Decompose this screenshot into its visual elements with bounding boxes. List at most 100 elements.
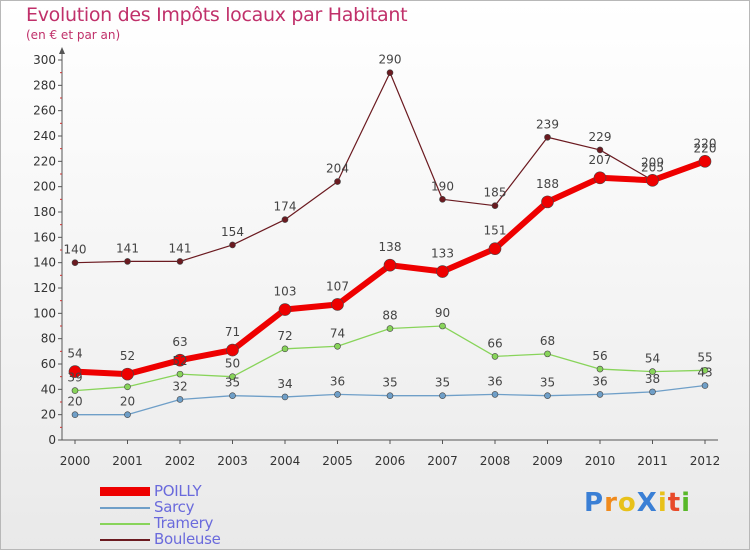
data-point-tramery — [439, 322, 446, 330]
data-label-sarcy: 20 — [67, 395, 82, 409]
y-axis-arrow — [59, 47, 65, 54]
y-tick-label: 80 — [41, 332, 56, 346]
data-point-sarcy — [544, 392, 551, 399]
y-tick-label: 180 — [33, 205, 56, 219]
data-label-tramery: 39 — [67, 371, 82, 385]
x-tick-label: 2000 — [60, 454, 91, 468]
data-label-poilly: 138 — [379, 240, 402, 254]
data-point-bouleuse — [176, 258, 184, 265]
y-tick-label: 200 — [33, 180, 56, 194]
data-label-poilly: 151 — [484, 224, 507, 238]
data-label-tramery: 72 — [277, 329, 292, 343]
proxiti-logo: ProXiti — [584, 488, 691, 518]
x-tick-label: 2010 — [585, 454, 616, 468]
data-point-tramery — [596, 365, 604, 373]
data-label-bouleuse: 140 — [64, 243, 87, 257]
y-tick-label: 100 — [33, 306, 56, 320]
data-label-poilly: 52 — [120, 349, 135, 363]
data-point-tramery — [544, 350, 551, 358]
data-label-sarcy: 36 — [592, 374, 607, 388]
x-tick-label: 2004 — [270, 454, 301, 468]
data-label-sarcy: 20 — [120, 395, 135, 409]
data-point-bouleuse — [439, 196, 446, 203]
data-point-bouleuse — [71, 259, 79, 266]
logo-letter: o — [617, 488, 637, 518]
data-point-sarcy — [491, 391, 499, 398]
data-point-sarcy — [649, 388, 656, 396]
data-point-bouleuse — [491, 202, 499, 209]
data-point-tramery — [334, 342, 341, 350]
data-label-tramery: 68 — [540, 334, 555, 348]
data-label-poilly: 107 — [326, 279, 349, 293]
y-tick-label: 60 — [41, 357, 56, 371]
data-label-bouleuse: 239 — [536, 117, 559, 131]
data-label-sarcy: 38 — [645, 372, 660, 386]
data-label-bouleuse: 204 — [326, 162, 349, 176]
data-point-sarcy — [281, 393, 289, 401]
data-label-bouleuse: 141 — [169, 241, 192, 255]
data-label-tramery: 54 — [645, 352, 660, 366]
data-point-poilly — [383, 258, 397, 272]
data-label-poilly: 133 — [431, 247, 454, 261]
data-point-poilly — [698, 155, 712, 168]
data-label-poilly: 103 — [274, 285, 297, 299]
data-label-poilly: 188 — [536, 177, 559, 191]
data-label-bouleuse: 185 — [484, 186, 507, 200]
data-label-poilly: 220 — [694, 136, 717, 150]
data-label-poilly: 63 — [172, 335, 187, 349]
legend-swatch-sarcy — [100, 507, 150, 509]
data-point-tramery — [176, 370, 184, 378]
data-point-poilly — [173, 353, 187, 367]
legend-label-poilly: POILLY — [154, 482, 202, 500]
data-label-sarcy: 36 — [487, 374, 502, 388]
data-point-tramery — [281, 345, 289, 353]
data-label-sarcy: 35 — [382, 376, 397, 390]
y-tick-label: 40 — [41, 382, 56, 396]
data-point-sarcy — [439, 392, 446, 399]
y-tick-label: 280 — [33, 78, 56, 92]
data-label-bouleuse: 290 — [379, 53, 402, 67]
x-tick-label: 2012 — [690, 454, 721, 468]
data-point-poilly — [646, 174, 659, 187]
x-tick-label: 2007 — [427, 454, 458, 468]
data-label-bouleuse: 190 — [431, 179, 454, 193]
x-tick-label: 2006 — [375, 454, 406, 468]
data-label-tramery: 74 — [330, 326, 345, 340]
data-point-poilly — [488, 242, 502, 256]
data-point-bouleuse — [334, 178, 341, 185]
data-point-bouleuse — [596, 146, 604, 154]
data-label-bouleuse: 220 — [694, 141, 717, 155]
x-tick-label: 2008 — [480, 454, 511, 468]
data-label-sarcy: 32 — [172, 379, 187, 393]
data-label-tramery: 90 — [435, 306, 450, 320]
data-point-tramery — [491, 353, 499, 360]
legend-label-sarcy: Sarcy — [154, 498, 195, 516]
data-label-tramery: 88 — [382, 309, 397, 323]
data-label-poilly: 207 — [589, 153, 612, 167]
series-line-bouleuse — [74, 72, 706, 264]
data-label-tramery: 66 — [487, 336, 502, 350]
chart-subtitle: (en € et par an) — [26, 28, 121, 42]
data-point-poilly — [278, 303, 292, 316]
y-tick-label: 300 — [33, 53, 56, 67]
legend-swatch-tramery — [100, 523, 150, 525]
data-label-sarcy: 34 — [277, 377, 292, 391]
series-line-sarcy — [75, 384, 706, 416]
data-point-poilly — [436, 265, 449, 278]
data-point-bouleuse — [544, 133, 551, 141]
y-tick-label: 20 — [41, 408, 56, 422]
y-tick-label: 120 — [33, 281, 56, 295]
data-label-bouleuse: 154 — [221, 225, 244, 239]
y-tick-label: 220 — [33, 154, 56, 168]
data-label-sarcy: 43 — [697, 366, 712, 380]
data-label-sarcy: 35 — [225, 376, 240, 390]
logo-letter: i — [657, 488, 668, 518]
x-tick-label: 2001 — [112, 454, 143, 468]
data-point-bouleuse — [386, 69, 394, 76]
data-point-tramery — [649, 368, 656, 375]
data-point-poilly — [541, 195, 554, 209]
data-label-poilly: 71 — [225, 325, 240, 339]
legend-label-tramery: Tramery — [154, 514, 214, 532]
y-tick-label: 140 — [33, 256, 56, 270]
